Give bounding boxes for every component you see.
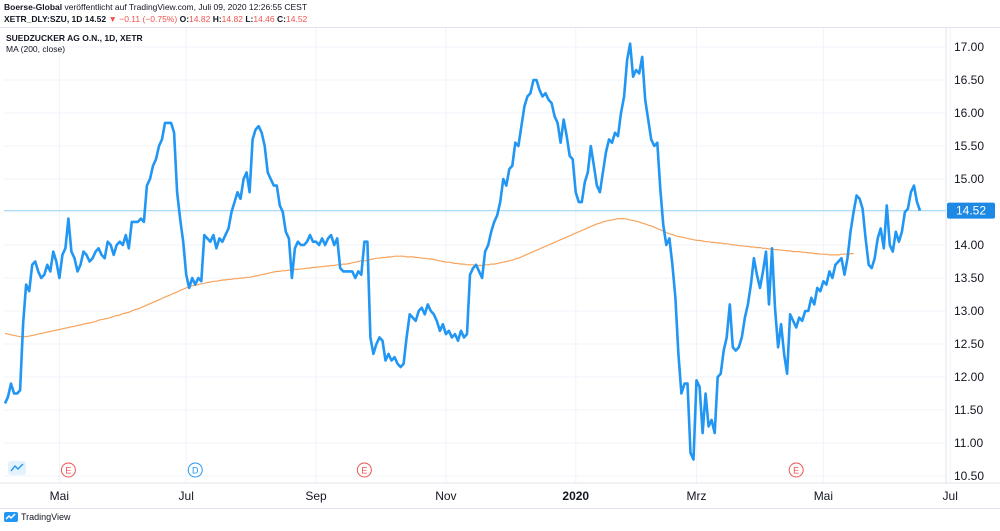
y-tick-label: 16.50	[954, 73, 984, 87]
x-tick-label: Jul	[179, 489, 194, 503]
event-marker[interactable]	[60, 462, 76, 478]
y-tick-label: 13.00	[954, 304, 984, 318]
x-tick-label: Sep	[305, 489, 327, 503]
ma-line	[4, 218, 854, 338]
y-tick-label: 11.00	[954, 436, 983, 450]
chart-logo-mark	[10, 463, 24, 472]
y-tick-label: 16.00	[954, 106, 984, 120]
y-tick-label: 15.50	[954, 139, 984, 153]
y-tick-label: 12.00	[954, 370, 984, 384]
price-line	[3, 42, 922, 461]
x-tick-label: Mai	[50, 489, 69, 503]
ma-legend[interactable]: MA (200, close)	[6, 44, 66, 54]
event-marker[interactable]	[356, 462, 372, 478]
y-tick-label: 12.50	[954, 337, 984, 351]
low-label: L:	[245, 14, 254, 24]
down-arrow-icon: ▼	[108, 14, 117, 24]
series-legend[interactable]: SUEDZUCKER AG O.N., 1D, XETR	[6, 33, 143, 43]
price-change: −0.11 (−0.75%)	[119, 14, 178, 24]
quote-line: XETR_DLY:SZU, 1D 14.52 ▼ −0.11 (−0.75%) …	[4, 14, 307, 24]
y-tick-label: 14.00	[954, 238, 984, 252]
open-label: O:	[179, 14, 190, 24]
footer	[0, 508, 1000, 531]
event-marker-label: E	[65, 466, 71, 476]
y-tick-label: 15.00	[954, 172, 984, 186]
publisher-name[interactable]: Boerse-Global	[4, 2, 63, 12]
open-value: 14.82	[189, 14, 211, 24]
publish-header: Boerse-Global veröffentlicht auf Trading…	[0, 0, 1000, 28]
publish-info: Boerse-Global veröffentlicht auf Trading…	[4, 2, 307, 12]
last-price: 14.52	[84, 14, 107, 24]
symbol-label: XETR_DLY:SZU, 1D	[4, 14, 83, 24]
publish-text: veröffentlicht auf TradingView.com, Juli…	[64, 2, 308, 12]
x-tick-label: Nov	[435, 489, 456, 503]
y-tick-label: 11.50	[954, 403, 983, 417]
last-price-badge	[947, 202, 995, 219]
event-marker[interactable]	[187, 462, 203, 478]
event-marker-label: D	[192, 466, 199, 476]
tradingview-brand: TradingView	[21, 512, 71, 522]
close-value: 14.52	[286, 14, 308, 24]
low-value: 14.46	[253, 14, 275, 24]
x-tick-label: 2020	[562, 489, 589, 503]
y-tick-label: 10.50	[954, 469, 984, 483]
y-tick-label: 17.00	[954, 40, 984, 54]
event-marker[interactable]	[788, 462, 804, 478]
tradingview-logo[interactable]: TradingView	[4, 512, 71, 522]
high-label: H:	[212, 14, 222, 24]
x-tick-label: Mai	[814, 489, 833, 503]
high-value: 14.82	[221, 14, 243, 24]
last-price-badge-label: 14.52	[956, 204, 986, 218]
event-marker-label: E	[793, 466, 799, 476]
x-tick-label: Jul	[943, 489, 958, 503]
y-tick-label: 13.50	[954, 271, 984, 285]
x-tick-label: Mrz	[687, 489, 707, 503]
close-label: C:	[277, 14, 286, 24]
tradingview-icon	[4, 512, 18, 522]
event-marker-label: E	[361, 466, 367, 476]
